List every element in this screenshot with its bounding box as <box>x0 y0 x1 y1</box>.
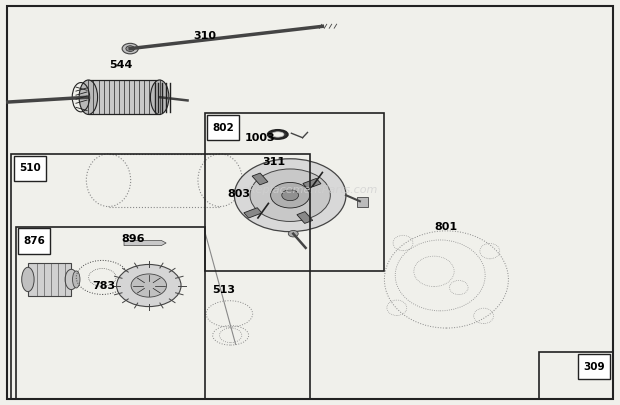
Bar <box>16 227 205 399</box>
Bar <box>357 197 368 207</box>
Bar <box>28 263 71 296</box>
Text: 513: 513 <box>211 285 235 294</box>
Bar <box>14 156 46 181</box>
Text: 544: 544 <box>109 60 133 70</box>
Bar <box>252 173 268 185</box>
Text: 896: 896 <box>122 234 145 244</box>
Circle shape <box>122 43 138 54</box>
Text: 1003: 1003 <box>245 133 276 143</box>
Circle shape <box>234 159 346 232</box>
Bar <box>303 179 321 189</box>
Circle shape <box>288 230 298 237</box>
FancyArrow shape <box>124 240 166 245</box>
Bar <box>207 115 239 140</box>
Text: 801: 801 <box>435 222 458 232</box>
Ellipse shape <box>151 80 169 114</box>
Text: 783: 783 <box>92 281 116 290</box>
Ellipse shape <box>272 132 284 137</box>
Bar <box>89 80 160 114</box>
Circle shape <box>270 182 310 208</box>
Circle shape <box>250 169 330 222</box>
Bar <box>578 354 610 379</box>
Bar <box>11 154 310 399</box>
Text: eReplacementParts.com: eReplacementParts.com <box>242 185 378 195</box>
Bar <box>297 212 312 224</box>
Ellipse shape <box>22 267 34 292</box>
Ellipse shape <box>268 130 288 139</box>
Ellipse shape <box>79 80 97 114</box>
Bar <box>244 208 262 218</box>
Text: 309: 309 <box>583 362 604 371</box>
Text: 510: 510 <box>19 163 41 173</box>
Text: 803: 803 <box>227 190 250 199</box>
Ellipse shape <box>73 271 80 288</box>
Text: 876: 876 <box>23 236 45 246</box>
Circle shape <box>131 274 167 297</box>
Bar <box>205 113 384 271</box>
Circle shape <box>117 264 181 307</box>
Text: 802: 802 <box>212 123 234 132</box>
Bar <box>539 352 613 399</box>
Circle shape <box>281 190 299 200</box>
Text: 310: 310 <box>193 32 216 41</box>
Circle shape <box>126 46 135 51</box>
Bar <box>18 228 50 254</box>
Text: 311: 311 <box>262 157 286 167</box>
Ellipse shape <box>65 269 78 290</box>
